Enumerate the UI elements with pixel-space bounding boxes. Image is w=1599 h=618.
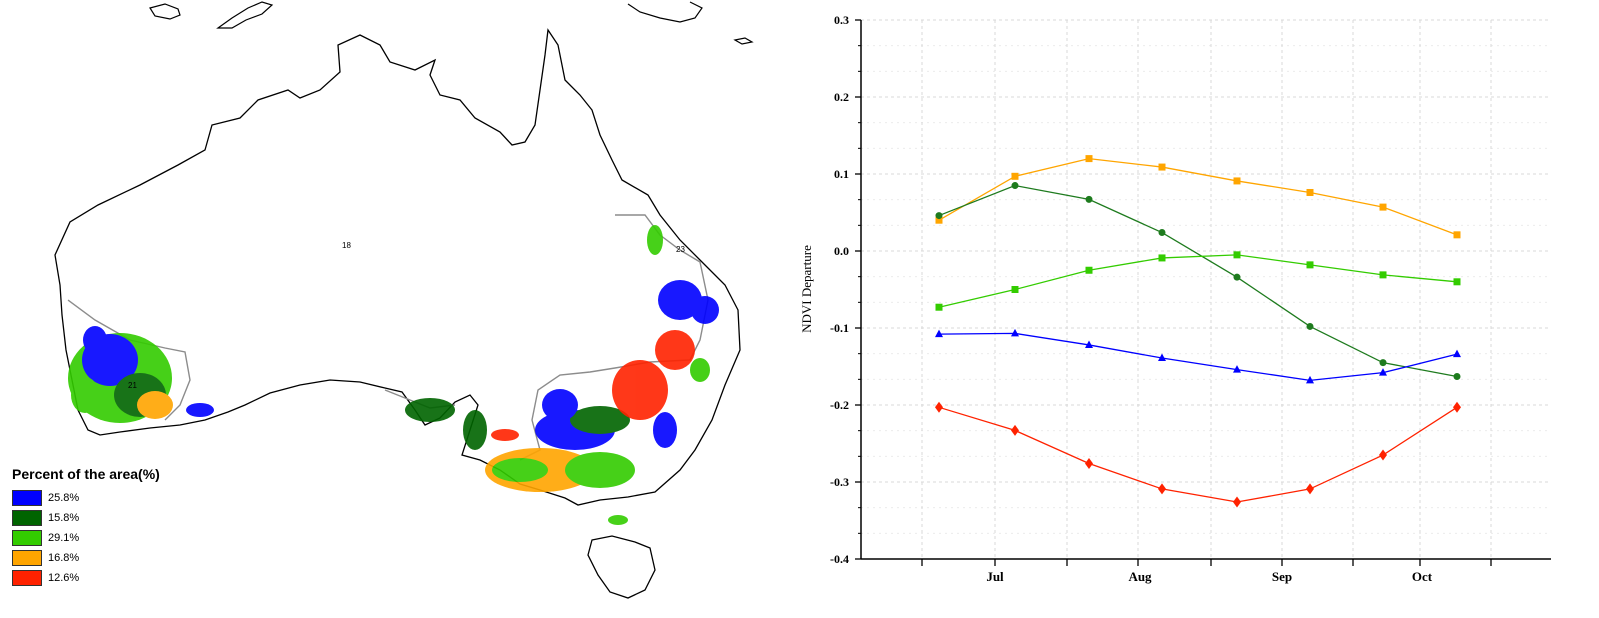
australia-mainland-outline bbox=[54, 28, 741, 506]
chart-axes bbox=[855, 19, 1551, 566]
data-point bbox=[1085, 155, 1093, 163]
y-tick-label: -0.2 bbox=[830, 398, 849, 412]
legend-item: 25.8% bbox=[12, 488, 160, 508]
data-point bbox=[1011, 182, 1019, 190]
data-point bbox=[1453, 231, 1461, 239]
data-point bbox=[1379, 368, 1387, 376]
series-line bbox=[938, 332, 1458, 382]
y-axis-label: NDVI Departure bbox=[799, 245, 814, 333]
data-point bbox=[1011, 286, 1019, 293]
data-point bbox=[1233, 273, 1241, 281]
legend-label: 25.8% bbox=[48, 492, 80, 504]
data-point bbox=[935, 303, 943, 311]
data-point bbox=[935, 329, 943, 338]
legend-swatch bbox=[12, 490, 42, 506]
x-tick-label: Sep bbox=[1272, 569, 1292, 584]
y-tick-labels: 0.3 0.2 0.1 0.0 -0.1 -0.2 -0.3 -0.4 bbox=[830, 13, 849, 566]
data-point bbox=[1158, 229, 1166, 237]
legend-label: 29.1% bbox=[48, 532, 80, 544]
legend-item: 15.8% bbox=[12, 508, 160, 528]
y-tick-label: -0.3 bbox=[830, 475, 849, 489]
data-point bbox=[1233, 251, 1241, 259]
tasmania-outline bbox=[587, 535, 656, 599]
crop-pixels-west bbox=[68, 326, 214, 423]
data-series bbox=[935, 155, 1461, 239]
data-point bbox=[1306, 375, 1314, 384]
crop-pixels-east bbox=[608, 225, 719, 525]
data-point bbox=[935, 216, 943, 224]
series-line bbox=[938, 157, 1458, 236]
y-tick-label: 0.0 bbox=[834, 244, 849, 258]
data-point bbox=[1158, 483, 1166, 495]
data-point bbox=[1379, 359, 1387, 367]
data-point bbox=[1453, 278, 1461, 286]
data-point bbox=[1233, 365, 1241, 373]
data-point bbox=[1158, 163, 1166, 171]
wa-region-boundary bbox=[67, 299, 191, 421]
data-point bbox=[1306, 483, 1314, 495]
data-point bbox=[1011, 172, 1019, 180]
ndvi-departure-chart: 0.3 0.2 0.1 0.0 -0.1 -0.2 -0.3 -0.4 Jul Aug Sep Oc… bbox=[799, 13, 1551, 584]
data-point bbox=[1233, 177, 1241, 185]
x-tick-label: Jul bbox=[986, 569, 1004, 584]
legend-swatch bbox=[12, 570, 42, 586]
data-point bbox=[1158, 353, 1166, 362]
data-point bbox=[1085, 340, 1093, 348]
data-point bbox=[1453, 373, 1461, 381]
series-line bbox=[938, 184, 1458, 378]
y-tick-label: -0.4 bbox=[830, 552, 849, 566]
data-point bbox=[1306, 322, 1314, 330]
data-point bbox=[935, 401, 943, 413]
data-series bbox=[935, 401, 1461, 508]
region-label-18: 18 bbox=[342, 241, 351, 250]
chart-grid bbox=[861, 19, 1551, 560]
crop-pixels-south bbox=[405, 389, 635, 492]
data-point bbox=[1158, 254, 1166, 262]
data-point bbox=[1379, 203, 1387, 211]
legend-item: 16.8% bbox=[12, 548, 160, 568]
legend-swatch bbox=[12, 530, 42, 546]
x-tick-label: Oct bbox=[1412, 569, 1433, 584]
data-point bbox=[1233, 496, 1241, 508]
australia-map: 18 21 23 bbox=[54, 1, 754, 599]
data-point bbox=[1379, 449, 1387, 461]
legend-swatch bbox=[12, 510, 42, 526]
y-tick-label: 0.2 bbox=[834, 90, 849, 104]
region-label-21: 21 bbox=[128, 381, 137, 390]
legend-item: 29.1% bbox=[12, 528, 160, 548]
legend-title: Percent of the area(%) bbox=[12, 466, 160, 482]
x-tick-label: Aug bbox=[1128, 569, 1152, 584]
legend-item: 12.6% bbox=[12, 568, 160, 588]
data-point bbox=[1379, 271, 1387, 279]
series-line bbox=[938, 406, 1458, 503]
data-point bbox=[1085, 458, 1093, 470]
data-point bbox=[935, 212, 943, 220]
data-point bbox=[1453, 401, 1461, 413]
y-tick-label: -0.1 bbox=[830, 321, 849, 335]
x-tick-labels: Jul Aug Sep Oct bbox=[986, 569, 1432, 584]
data-series bbox=[935, 328, 1461, 384]
data-series bbox=[935, 251, 1461, 311]
map-legend: Percent of the area(%) 25.8% 15.8% 29.1% 16… bbox=[12, 466, 160, 588]
legend-swatch bbox=[12, 550, 42, 566]
data-point bbox=[1085, 266, 1093, 274]
top-islands bbox=[149, 1, 754, 45]
data-point bbox=[1306, 261, 1314, 269]
data-point bbox=[1011, 424, 1019, 436]
legend-label: 16.8% bbox=[48, 552, 80, 564]
data-point bbox=[1085, 195, 1093, 203]
legend-label: 12.6% bbox=[48, 572, 80, 584]
legend-label: 15.8% bbox=[48, 512, 80, 524]
region-label-23: 23 bbox=[676, 245, 685, 254]
data-point bbox=[1306, 188, 1314, 196]
series-line bbox=[938, 254, 1458, 308]
data-point bbox=[1011, 328, 1019, 337]
y-tick-label: 0.1 bbox=[834, 167, 849, 181]
y-tick-label: 0.3 bbox=[834, 13, 849, 27]
data-point bbox=[1453, 349, 1461, 358]
chart-series bbox=[935, 155, 1461, 508]
data-series bbox=[935, 182, 1461, 381]
